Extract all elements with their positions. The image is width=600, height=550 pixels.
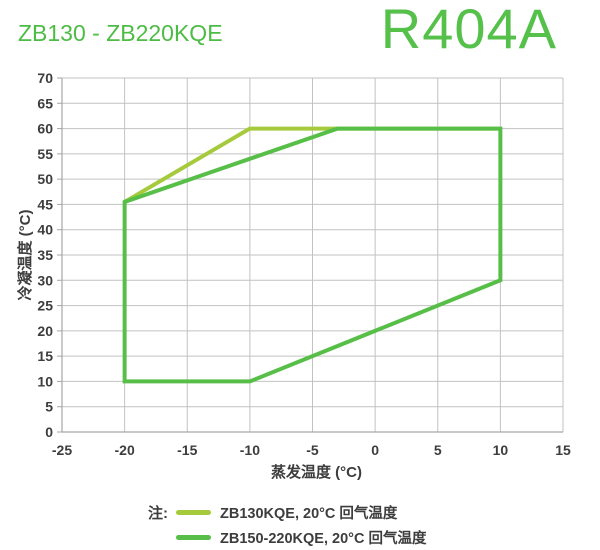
y-tick-label: 70 <box>37 70 53 86</box>
legend-swatch-zb150-220 <box>176 535 211 540</box>
y-tick-label: 10 <box>37 373 53 389</box>
y-tick-label: 40 <box>37 222 53 238</box>
y-axis-title: 冷凝温度 (°C) <box>16 210 34 301</box>
y-tick-label: 15 <box>37 348 53 364</box>
y-tick-label: 65 <box>37 95 53 111</box>
x-tick-label: 0 <box>371 442 379 458</box>
model-range-title: ZB130 - ZB220KQE <box>18 20 223 46</box>
series-envelope-1 <box>122 126 503 384</box>
x-tick-label: -5 <box>306 442 319 458</box>
y-tick-label: 45 <box>37 196 53 212</box>
legend-label-zb130: ZB130KQE, 20°C 回气温度 <box>220 506 398 522</box>
legend-row-zb130: 注: ZB130KQE, 20°C 回气温度 <box>148 500 426 525</box>
y-tick-label: 5 <box>45 399 53 415</box>
y-tick-label: 30 <box>37 272 53 288</box>
refrigerant-label: R404A <box>380 0 557 60</box>
x-tick-label: -10 <box>240 442 260 458</box>
y-tick-label: 25 <box>37 298 53 314</box>
x-tick-label: 15 <box>555 442 571 458</box>
x-tick-label: -20 <box>115 442 135 458</box>
y-tick-label: 20 <box>37 323 53 339</box>
x-tick-label: 5 <box>434 442 442 458</box>
x-tick-label: 10 <box>493 442 509 458</box>
y-tick-label: 60 <box>37 121 53 137</box>
chart-legend: 注: ZB130KQE, 20°C 回气温度 ZB150-220KQE, 20°… <box>148 500 426 550</box>
y-tick-label: 50 <box>37 171 53 187</box>
y-tick-label: 55 <box>37 146 53 162</box>
x-tick-label: -25 <box>52 442 72 458</box>
legend-row-zb150-220: ZB150-220KQE, 20°C 回气温度 <box>148 525 426 550</box>
y-tick-label: 35 <box>37 247 53 263</box>
legend-note-prefix: 注: <box>148 505 168 522</box>
legend-label-zb150-220: ZB150-220KQE, 20°C 回气温度 <box>220 531 427 547</box>
x-tick-label: -15 <box>177 442 197 458</box>
x-axis-title: 蒸发温度 (°C) <box>271 463 362 481</box>
legend-swatch-zb130 <box>176 510 211 515</box>
y-tick-label: 0 <box>45 424 53 440</box>
